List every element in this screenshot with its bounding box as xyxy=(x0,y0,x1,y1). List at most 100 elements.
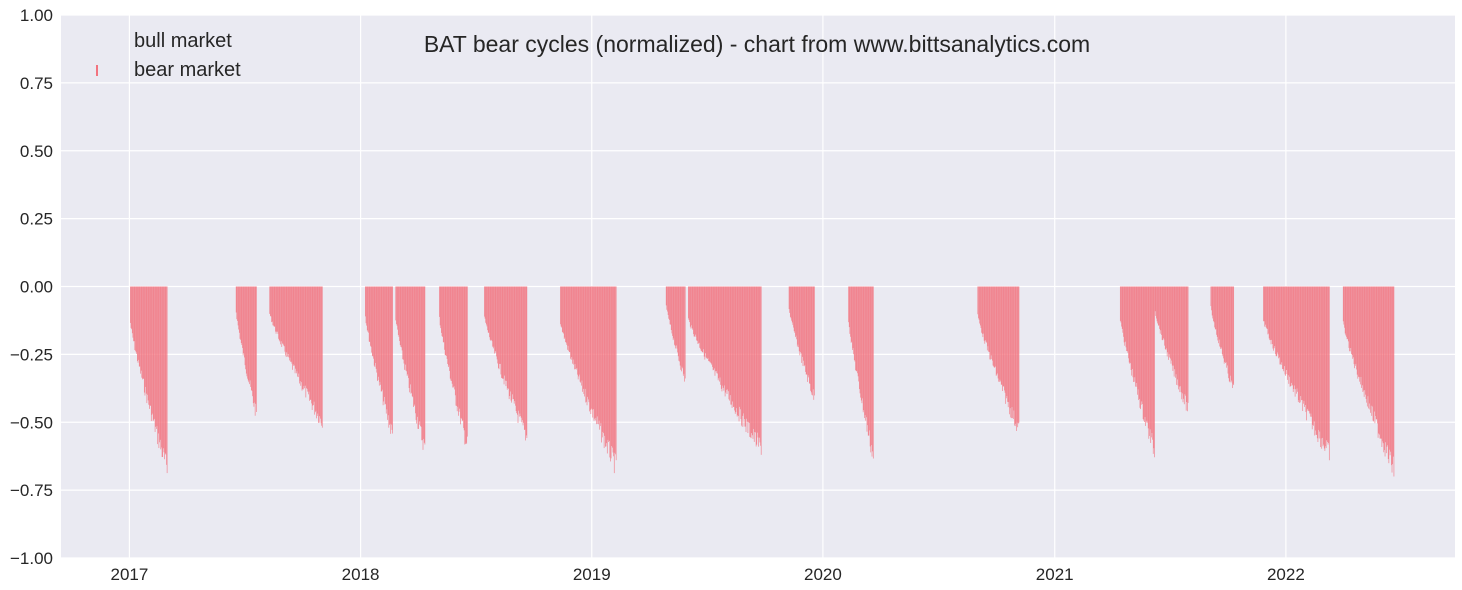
bear-bar xyxy=(143,286,145,393)
bear-bar xyxy=(504,286,506,381)
bear-bar xyxy=(613,286,615,474)
bear-bar xyxy=(384,286,386,405)
bear-bar xyxy=(1316,286,1318,439)
bear-bar xyxy=(1140,286,1142,405)
bear-bar xyxy=(298,286,300,374)
bear-bar xyxy=(794,286,796,333)
bear-bar xyxy=(314,286,316,413)
bear-bar xyxy=(1173,286,1175,377)
bear-bar xyxy=(138,286,140,367)
bear-bar xyxy=(458,286,460,412)
bear-bar xyxy=(287,286,288,357)
bear-bar xyxy=(719,286,721,378)
bear-bar xyxy=(723,286,725,391)
bear-bar xyxy=(299,286,301,382)
bear-bar xyxy=(295,286,297,369)
bear-bar xyxy=(453,286,454,388)
bear-bar xyxy=(1016,286,1018,423)
bear-bar xyxy=(1358,286,1360,378)
bear-bar xyxy=(1349,286,1351,352)
bear-bar xyxy=(315,286,317,411)
bear-bar xyxy=(237,286,238,321)
bear-bar xyxy=(793,286,795,332)
bear-bar xyxy=(1294,286,1296,397)
bear-bar xyxy=(981,286,982,333)
bear-bar xyxy=(141,286,143,378)
bear-bar xyxy=(247,286,249,381)
bear-bar xyxy=(377,286,379,381)
bear-bar xyxy=(485,286,487,323)
bear-bar xyxy=(575,286,576,370)
bear-bar xyxy=(1165,286,1167,350)
bear-bar xyxy=(1312,286,1314,425)
bear-bar xyxy=(367,286,369,332)
bear-bar xyxy=(592,286,594,418)
bear-bar xyxy=(1289,286,1290,377)
bear-bar xyxy=(760,286,761,446)
bear-bar xyxy=(304,286,306,386)
bear-bar xyxy=(131,286,133,330)
bear-bar xyxy=(396,286,398,326)
bear-bar xyxy=(1375,286,1377,420)
bear-bar xyxy=(751,286,753,436)
bear-bar xyxy=(245,286,247,374)
bear-bar xyxy=(301,286,302,383)
bear-bar xyxy=(744,286,746,420)
bear-bar xyxy=(378,286,380,386)
bear-bar xyxy=(863,286,865,411)
bear-bar xyxy=(1283,286,1285,367)
bear-bar xyxy=(850,286,851,337)
bear-bar xyxy=(275,286,276,332)
bear-bar xyxy=(515,286,517,411)
bear-bar xyxy=(597,286,599,424)
bear-bar xyxy=(1187,286,1189,403)
bear-bar xyxy=(297,286,299,378)
bear-bar xyxy=(1163,286,1164,339)
bear-bar xyxy=(1383,286,1385,453)
bear-bar xyxy=(320,286,322,424)
bear-bar xyxy=(733,286,735,407)
bear-bar xyxy=(281,286,283,347)
bear-bar xyxy=(1269,286,1271,341)
bear-bar xyxy=(274,286,276,327)
bear-bar xyxy=(1182,286,1183,394)
bear-bar xyxy=(1010,286,1012,418)
bear-bar xyxy=(279,286,281,342)
bear-bar xyxy=(154,286,155,419)
y-tick-label: −0.75 xyxy=(10,481,53,500)
bear-bar xyxy=(145,286,146,387)
bear-bar xyxy=(390,286,392,425)
bear-cycle-17 xyxy=(1263,286,1330,461)
bear-bar xyxy=(977,286,979,315)
bear-bar xyxy=(606,286,608,454)
bear-bar xyxy=(1156,286,1158,322)
bear-bar xyxy=(156,286,158,427)
bear-bar xyxy=(1007,286,1008,402)
bear-bar xyxy=(499,286,500,364)
bear-bar xyxy=(280,286,281,345)
bear-bar xyxy=(1272,286,1274,349)
bear-bar xyxy=(691,286,692,326)
bear-bar xyxy=(1356,286,1358,375)
bear-bar xyxy=(1168,286,1169,360)
bear-bar xyxy=(306,286,307,388)
bear-bar xyxy=(1129,286,1131,364)
bear-bar xyxy=(1017,286,1019,424)
bear-bar xyxy=(748,286,750,423)
bear-bar xyxy=(717,286,719,381)
bear-bar xyxy=(688,286,690,321)
bear-bar xyxy=(990,286,991,360)
bear-bar xyxy=(756,286,758,445)
bear-bar xyxy=(1161,286,1162,335)
bear-bar xyxy=(752,286,754,439)
bear-bar xyxy=(413,286,415,407)
bear-bar xyxy=(798,286,799,348)
y-tick-label: 0.25 xyxy=(20,210,53,229)
bear-bar xyxy=(463,286,464,428)
bear-bar xyxy=(419,286,421,422)
bear-bar xyxy=(1164,286,1166,350)
bear-bar xyxy=(459,286,461,409)
bear-bar xyxy=(670,286,671,325)
bear-bar xyxy=(726,286,727,390)
bear-bar xyxy=(1157,286,1159,326)
